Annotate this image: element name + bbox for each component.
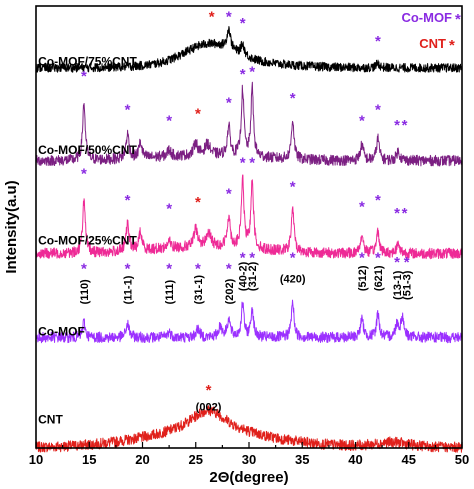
peak-star-marker: * <box>240 249 246 266</box>
series-line-co-mof-50-cnt <box>35 81 463 167</box>
series-line-co-mof-75-cnt <box>35 26 463 73</box>
legend-cnt-label: CNT <box>419 36 446 51</box>
hkl-label: (002) <box>196 401 222 413</box>
peak-star-marker: * <box>249 154 255 171</box>
peak-star-marker: * <box>166 201 172 218</box>
hkl-label: (31-1) <box>193 275 205 305</box>
x-tick-label: 30 <box>242 452 256 467</box>
peak-star-marker: * <box>404 254 410 271</box>
x-tick-label: 10 <box>29 452 43 467</box>
peak-star-marker: * <box>290 249 296 266</box>
hkl-label: (40-2) <box>238 261 250 291</box>
peak-star-marker: * <box>226 260 232 277</box>
x-tick-label: 35 <box>295 452 309 467</box>
peak-star-marker: * <box>290 90 296 107</box>
x-ticks: 10 15 20 25 30 35 40 45 50 <box>29 442 469 467</box>
legend: Co-MOF * CNT * <box>401 10 461 54</box>
peak-star-marker: * <box>394 117 400 134</box>
peak-star-marker: * <box>125 192 131 209</box>
peak-star-marker: * <box>375 249 381 266</box>
peak-star-marker: * <box>195 260 201 277</box>
legend-cnt-marker: * <box>449 37 455 54</box>
peak-star-marker: * <box>290 179 296 196</box>
peak-star-marker: * <box>166 112 172 129</box>
hkl-label: (420) <box>280 273 306 285</box>
hkl-label: (111) <box>164 280 176 305</box>
x-tick-label: 25 <box>189 452 203 467</box>
hkl-label: (621) <box>373 265 385 291</box>
peak-star-marker: * <box>375 33 381 50</box>
legend-co-mof-marker: * <box>455 11 461 28</box>
hkl-label: (512) <box>357 265 369 291</box>
peak-star-marker: * <box>394 205 400 222</box>
peak-star-marker: * <box>240 15 246 32</box>
peak-star-marker: * <box>226 8 232 25</box>
legend-co-mof-label: Co-MOF <box>401 10 452 25</box>
peak-star-marker: * <box>81 68 87 85</box>
peak-star-marker: * <box>375 101 381 118</box>
series-label: Co-MOF/25%CNT <box>38 234 137 248</box>
peak-star-marker: * <box>359 249 365 266</box>
hkl-label: (13-1) <box>392 270 404 300</box>
y-axis-title: Intensity(a.u) <box>3 180 20 273</box>
peak-star-marker: * <box>226 185 232 202</box>
peak-star-marker: * <box>195 106 201 123</box>
peak-star-marker: * <box>249 249 255 266</box>
peak-star-marker: * <box>240 66 246 83</box>
hkl-label: (31-2) <box>247 261 259 291</box>
x-axis-title: 2Θ(degree) <box>209 469 288 486</box>
peak-star-marker: * <box>402 205 408 222</box>
series-label: CNT <box>38 413 63 427</box>
series-line-cnt <box>35 405 463 453</box>
hkl-label: (110) <box>79 279 91 304</box>
series-line-co-mof <box>35 299 463 344</box>
peak-star-marker: * <box>206 382 212 399</box>
peak-star-marker: * <box>125 260 131 277</box>
hkl-label: (51-3) <box>402 270 414 300</box>
peak-star-marker: * <box>81 165 87 182</box>
peak-star-marker: * <box>226 95 232 112</box>
peak-star-marker: * <box>195 194 201 211</box>
peak-star-marker: * <box>125 101 131 118</box>
annotation-layer: (002) (110) (11-1) (111) (31-1) (202)(40-2)(3… <box>79 8 414 413</box>
series-label: Co-MOF/75%CNT <box>38 55 137 69</box>
peak-star-marker: * <box>249 64 255 81</box>
hkl-label: (11-1) <box>123 275 135 304</box>
peak-star-marker: * <box>359 112 365 129</box>
series-line-co-mof-25-cnt <box>35 174 463 260</box>
peak-star-marker: * <box>375 192 381 209</box>
x-tick-label: 15 <box>82 452 96 467</box>
peak-star-marker: * <box>240 154 246 171</box>
series-layer: CNT Co-MOF Co-MOF/25%CNT Co-MOF/50%CNT Co-MO… <box>35 26 463 453</box>
peak-star-marker: * <box>402 117 408 134</box>
peak-star-marker: * <box>359 199 365 216</box>
peak-star-marker: * <box>81 260 87 277</box>
series-label: Co-MOF/50%CNT <box>38 143 137 157</box>
x-tick-label: 40 <box>348 452 362 467</box>
peak-star-marker: * <box>209 8 215 25</box>
x-tick-label: 50 <box>455 452 469 467</box>
hkl-label: (202) <box>224 278 236 304</box>
x-tick-label: 45 <box>402 452 416 467</box>
series-label: Co-MOF <box>38 324 85 338</box>
x-tick-label: 20 <box>135 452 149 467</box>
peak-star-marker: * <box>166 260 172 277</box>
peak-star-marker: * <box>394 254 400 271</box>
